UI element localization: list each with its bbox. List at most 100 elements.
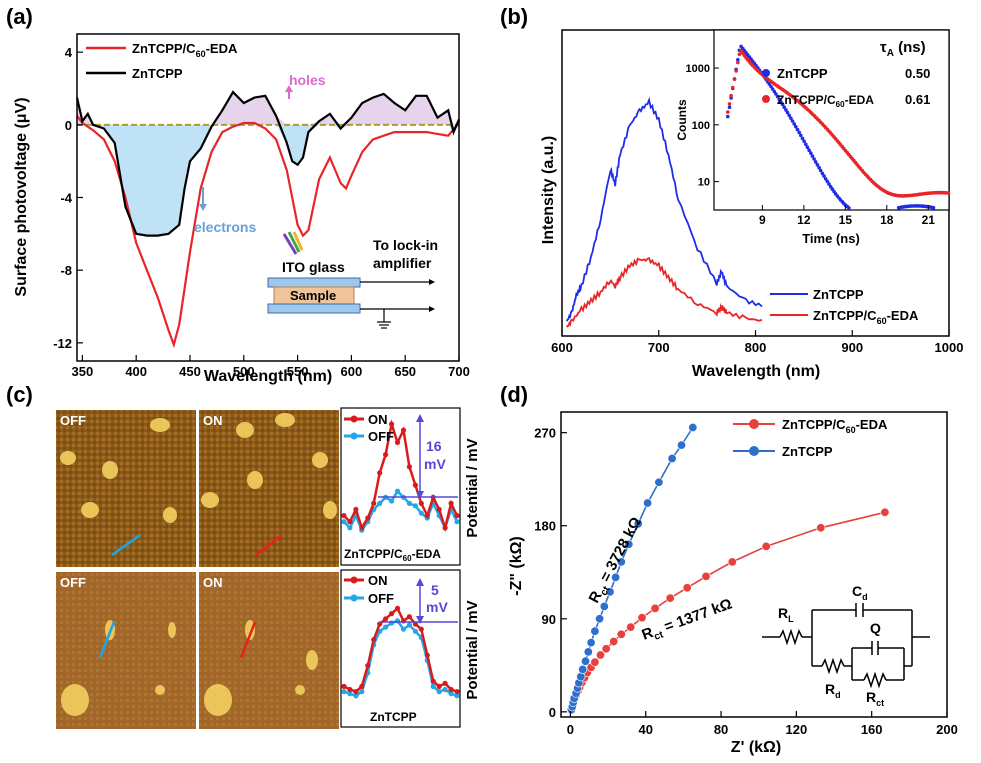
inset-point-zntcpp [818, 168, 823, 173]
inset-point-zntcpp [823, 177, 828, 181]
panel-a-chart: 350 400 450 500 550 600 650 700 4 0 -4 -8 -12 Wavel… [13, 33, 470, 385]
inset-x-tick-label: 18 [880, 213, 894, 227]
profile-point-off [412, 628, 418, 634]
x-axis-label-b: Wavelength (nm) [692, 363, 820, 380]
panel-label-d: (d) [500, 382, 528, 407]
inset-point-zntcpp [795, 127, 800, 132]
legend-label-d-zntcpp: ZnTCPP [782, 444, 833, 459]
profile-point-off [418, 510, 424, 516]
profile-point-on [424, 652, 430, 658]
holes-annotation: holes [289, 72, 326, 88]
data-point-zntcpp [611, 572, 621, 582]
profile-point-off [347, 691, 353, 697]
profile-point-on [365, 515, 371, 521]
inset-point-zntcpp [825, 179, 830, 184]
data-point-zntcpp [586, 638, 596, 648]
inset-point-zntcpp [797, 130, 801, 135]
inset-legend-c60: ZnTCPP/C60-EDA [777, 93, 874, 109]
image-label-on-2: ON [203, 575, 223, 590]
x-tick-label-d: 160 [861, 722, 883, 737]
delta-arrow-head-top-2 [416, 578, 424, 586]
inset-point-zntcpp [782, 105, 786, 109]
y-tick-label-a: 0 [65, 118, 72, 133]
image-label-on-1: ON [203, 413, 223, 428]
x-tick-label-a: 450 [179, 364, 201, 379]
inset-point-zntcpp [800, 136, 805, 141]
panel-label-b: (b) [500, 4, 528, 29]
inset-legend-zntcpp: ZnTCPP [777, 66, 828, 81]
inset-point-zntcpp [785, 110, 790, 115]
data-point-zntcpp [578, 664, 588, 674]
x-tick-label-a: 500 [233, 364, 255, 379]
image-label-off-2: OFF [60, 575, 86, 590]
lead-bottom-arrow [429, 306, 435, 312]
series-line-a-c60 [76, 115, 460, 349]
holes-arrow-head [285, 85, 293, 92]
inset-point-zntcpp [727, 105, 732, 110]
data-point-zntcpp [605, 587, 615, 597]
sample-label: Sample [290, 288, 336, 303]
x-tick-label-b: 700 [648, 340, 670, 355]
data-point-c60 [626, 622, 636, 632]
inset-point-zntcpp [799, 133, 803, 138]
inset-y-tick-label: 100 [692, 120, 710, 132]
profile-point-on [341, 683, 347, 690]
electrons-region [77, 124, 459, 236]
profile-point-on [383, 616, 389, 622]
inset-point-c60 [726, 110, 730, 114]
profile-point-on [418, 500, 424, 506]
delta-unit-1: mV [424, 456, 446, 472]
y-tick-label-a: -12 [53, 336, 72, 351]
data-point-zntcpp [688, 422, 698, 432]
profile-point-on [359, 683, 365, 690]
circuit-cd-label: Cd [852, 583, 868, 602]
inset-point-c60 [737, 52, 742, 57]
rct-annotation-zntcpp: Rct = 3728 kΩ [586, 514, 648, 607]
data-point-c60 [616, 629, 626, 639]
inset-y-tick-label: 10 [698, 177, 710, 189]
profile-point-off [347, 525, 353, 531]
data-point-c60 [682, 583, 692, 593]
profile-point-off [454, 519, 460, 525]
delta-arrow-head-top-1 [416, 414, 424, 422]
data-point-zntcpp [580, 656, 590, 666]
inset-legend-dot-c60 [762, 95, 770, 103]
electrons-arrow-head [199, 204, 207, 211]
y-tick-label-a: -8 [60, 263, 72, 278]
profile-point-on [347, 686, 353, 693]
x-tick-label-d: 200 [936, 722, 958, 737]
series-line-a-zntcpp [75, 90, 461, 237]
inset-point-c60 [731, 85, 735, 90]
inset-point-zntcpp [810, 154, 815, 158]
data-point-c60 [609, 636, 619, 646]
profile-point-on [436, 683, 442, 690]
profile-point-on [454, 689, 460, 695]
c-legend-off-2: OFF [368, 591, 394, 606]
inset-point-c60 [729, 93, 733, 98]
data-point-c60 [637, 613, 647, 623]
x-tick-label-d: 40 [638, 722, 652, 737]
profile-point-off [406, 622, 412, 628]
profile-point-on [341, 513, 347, 519]
series-line-b-zntcpp [565, 96, 763, 322]
inset-point-zntcpp [736, 58, 740, 62]
profile-point-on [394, 605, 401, 612]
inset-x-tick-label: 15 [839, 213, 853, 227]
profile-point-on [383, 452, 389, 458]
data-point-c60 [816, 523, 826, 533]
holes-region [77, 92, 459, 125]
x-tick-label-b: 900 [841, 340, 863, 355]
inset-point-zntcpp [807, 148, 811, 152]
c-legend-on-2: ON [368, 573, 388, 588]
profile-box-2 [340, 569, 461, 728]
panel-b-chart: 600 700 800 900 1000 Wavelength (nm) Intensi… [540, 29, 963, 380]
inset-point-zntcpp [812, 157, 816, 161]
data-point-c60 [701, 571, 711, 581]
inset-point-zntcpp [804, 142, 808, 147]
rct-annotation-c60: Rct = 1377 kΩ [640, 595, 736, 646]
c-legend-off-marker-1 [350, 432, 358, 440]
c-y-label-2: Potential / mV [464, 600, 481, 699]
profile-point-off [389, 498, 395, 504]
inset-point-zntcpp [815, 163, 820, 167]
data-point-zntcpp [643, 498, 653, 508]
